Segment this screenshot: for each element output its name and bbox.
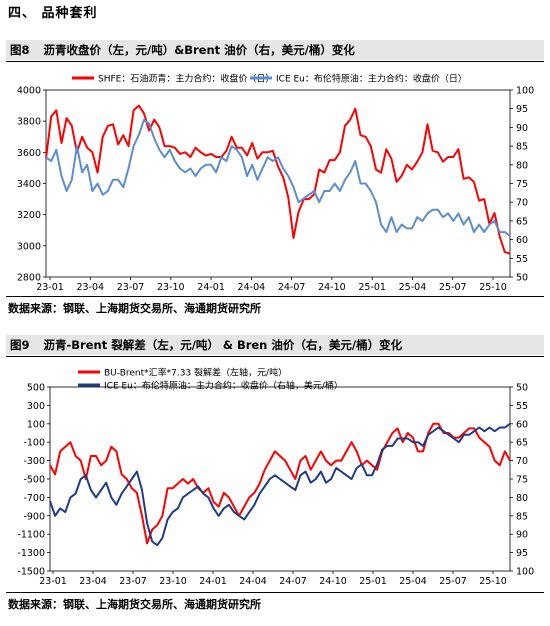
x-tick-label: 25-04 [399,576,427,587]
y2-tick-label: 85 [516,142,528,153]
y2-tick-label: 65 [516,216,528,227]
x-tick-label: 25-07 [439,576,467,587]
x-tick-label: 24-07 [279,576,307,587]
x-tick-label: 24-10 [319,576,347,587]
y-tick-label: -500 [23,475,45,486]
y-tick-label: 3600 [17,148,41,159]
x-tick-label: 25-07 [439,282,467,293]
y-tick-label: 3000 [17,241,41,252]
x-tick-label: 23-07 [117,282,145,293]
y-tick-label: 3800 [17,117,41,128]
x-tick-label: 24-07 [278,282,306,293]
y2-tick-label: 50 [516,273,528,284]
x-tick-label: 25-04 [399,282,427,293]
legend-label-2: ICE Eu：布伦特原油：主力合约：收盘价（右轴，美元/桶） [104,380,343,392]
y2-tick-label: 85 [516,511,528,522]
y2-tick-label: 70 [516,456,528,467]
figure9-header: 图9 沥青-Brent 裂解差（左，元/吨） & Bren 油价（右，美元/桶）变… [6,335,544,355]
y2-tick-label: 95 [516,548,528,559]
y-tick-label: 3200 [17,210,41,221]
y2-tick-label: 100 [516,86,534,97]
y2-tick-label: 80 [516,160,528,171]
legend-label-1: BU-Brent*汇率*7.33 裂解差（左轴，元/吨） [104,367,287,379]
figure9-bottom-rule [6,592,544,593]
y2-tick-label: 90 [516,123,528,134]
figure8-chart: 2800 3000 3200 3400 3600 3800 4000 50 55 60 65 70 75… [17,73,534,294]
series-line-1 [45,104,511,255]
x-tick-label: 23-07 [119,576,147,587]
series-line-2 [45,118,511,237]
y2-tick-label: 50 [516,383,528,394]
x-tick-label: 24-04 [238,282,266,293]
y-tick-label: 3400 [17,179,41,190]
y-tick-label: 2800 [17,273,41,284]
x-tick-label: 24-01 [197,282,225,293]
y2-tick-label: 80 [516,493,528,504]
y-tick-label: -700 [23,493,45,504]
x-tick-label: 25-10 [479,576,507,587]
y2-tick-label: 55 [516,254,528,265]
x-tick-label: 23-01 [36,282,64,293]
x-tick-label: 24-04 [239,576,267,587]
y2-tick-label: 75 [516,475,528,486]
y-tick-label: -1300 [17,548,45,559]
x-tick-label: 24-01 [199,576,227,587]
y-tick-label: 500 [27,383,45,394]
figure8-source: 数据来源：钢联、上海期货交易所、海通期货研究所 [8,302,261,315]
y-tick-label: -300 [23,456,45,467]
figure8-bottom-rule [6,296,544,297]
y2-tick-label: 60 [516,419,528,430]
x-tick-label: 23-10 [159,576,187,587]
x-tick-label: 25-10 [479,282,507,293]
x-tick-label: 23-01 [39,576,67,587]
figure8-title: 沥青收盘价（左，元/吨）&Brent 油价（右，美元/桶）变化 [43,43,355,57]
y-tick-label: -900 [23,511,45,522]
figure9-chart: 500 300 100 -100 -300 -500 -700 -900 -1100 -1300 -… [17,367,534,588]
x-tick-label: 24-10 [318,282,346,293]
plot-frame [45,89,511,278]
section-title: 四、 品种套利 [8,6,98,21]
figure9-title: 沥青-Brent 裂解差（左，元/吨） & Bren 油价（右，美元/桶）变化 [43,338,403,352]
legend-label-1: SHFE：石油沥青：主力合约：收盘价（日） [98,73,274,85]
figure9-source: 数据来源：钢联、上海期货交易所、海通期货研究所 [8,598,261,611]
figure9-top-rule [6,356,544,357]
y2-tick-label: 100 [516,567,534,578]
figure8-label: 图8 [10,43,30,57]
y-tick-label: -1100 [17,530,45,541]
y2-tick-label: 75 [516,179,528,190]
y2-tick-label: 65 [516,438,528,449]
x-tick-label: 25-01 [359,576,387,587]
series-line-1 [49,422,511,545]
y-tick-label: -1500 [17,567,45,578]
figure9-label: 图9 [10,338,30,352]
y-tick-label: 100 [27,419,45,430]
y2-tick-label: 55 [516,401,528,412]
y2-tick-label: 90 [516,530,528,541]
figure8-top-rule [6,61,544,62]
y2-tick-label: 60 [516,235,528,246]
series-line-2 [49,422,511,547]
legend-label-2: ICE Eu：布伦特原油：主力合约：收盘价（日） [276,73,467,85]
x-tick-label: 23-04 [79,576,107,587]
figure8-header: 图8 沥青收盘价（左，元/吨）&Brent 油价（右，美元/桶）变化 [6,40,544,60]
x-tick-label: 23-10 [157,282,185,293]
x-tick-label: 23-04 [76,282,104,293]
x-tick-label: 25-01 [358,282,386,293]
y-tick-label: -100 [23,438,45,449]
y2-tick-label: 95 [516,104,528,115]
y2-tick-label: 70 [516,198,528,209]
y-tick-label: 4000 [17,86,41,97]
y-tick-label: 300 [27,401,45,412]
